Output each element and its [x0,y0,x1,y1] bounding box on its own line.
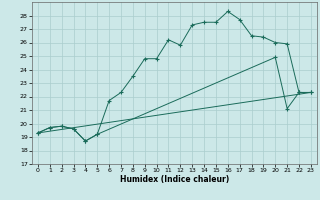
X-axis label: Humidex (Indice chaleur): Humidex (Indice chaleur) [120,175,229,184]
